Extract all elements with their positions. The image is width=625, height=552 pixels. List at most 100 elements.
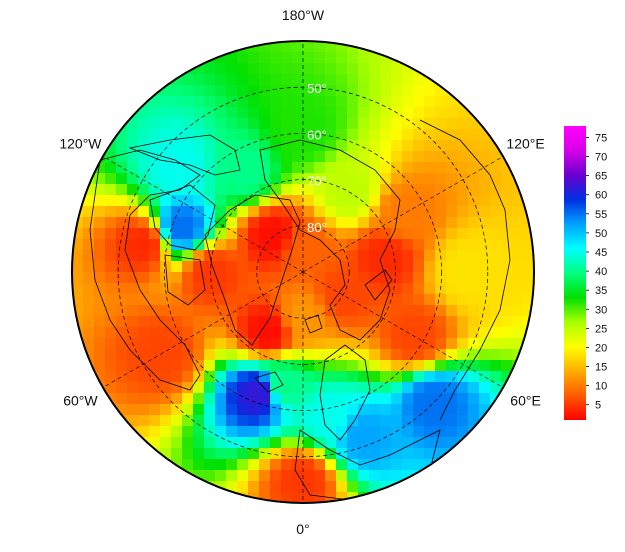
- heatmap-cell: [226, 338, 238, 350]
- heatmap-cell: [468, 327, 480, 339]
- heatmap-cell: [204, 239, 216, 251]
- heatmap-cell: [413, 338, 425, 350]
- heatmap-cell: [116, 305, 128, 317]
- heatmap-cell: [171, 239, 183, 251]
- heatmap-cell: [424, 393, 436, 405]
- heatmap-cell: [193, 272, 205, 284]
- heatmap-cell: [380, 426, 392, 438]
- heatmap-cell: [215, 52, 227, 64]
- heatmap-cell: [292, 415, 304, 427]
- heatmap-cell: [116, 151, 128, 163]
- heatmap-cell: [116, 140, 128, 152]
- heatmap-cell: [314, 63, 326, 75]
- heatmap-cell: [435, 437, 447, 449]
- heatmap-cell: [281, 151, 293, 163]
- heatmap-cell: [347, 437, 359, 449]
- longitude-label: 180°W: [282, 7, 325, 23]
- heatmap-cell: [435, 448, 447, 460]
- heatmap-cell: [369, 426, 381, 438]
- heatmap-cell: [380, 448, 392, 460]
- heatmap-cell: [94, 250, 106, 262]
- heatmap-cell: [259, 129, 271, 141]
- heatmap-cell: [413, 404, 425, 416]
- heatmap-cell: [391, 404, 403, 416]
- heatmap-cell: [127, 173, 139, 185]
- heatmap-cell: [457, 195, 469, 207]
- heatmap-cell: [402, 470, 414, 482]
- heatmap-cell: [380, 96, 392, 108]
- heatmap-cell: [94, 294, 106, 306]
- heatmap-cell: [160, 184, 172, 196]
- heatmap-cell: [336, 63, 348, 75]
- heatmap-cell: [369, 360, 381, 372]
- heatmap-cell: [369, 239, 381, 251]
- coastline-svalbard: [304, 314, 323, 334]
- heatmap-cell: [226, 206, 238, 218]
- heatmap-cell: [369, 63, 381, 75]
- heatmap-cell: [358, 459, 370, 471]
- heatmap-cell: [512, 305, 524, 317]
- heatmap-cell: [248, 239, 260, 251]
- heatmap-cell: [523, 184, 534, 196]
- heatmap-cell: [259, 151, 271, 163]
- heatmap-cell: [325, 151, 337, 163]
- heatmap-cell: [127, 327, 139, 339]
- heatmap-cell: [259, 250, 271, 262]
- heatmap-cell: [281, 481, 293, 493]
- heatmap-cell: [457, 151, 469, 163]
- heatmap-cell: [457, 217, 469, 229]
- heatmap-cell: [358, 206, 370, 218]
- heatmap-cell: [193, 184, 205, 196]
- heatmap-cell: [259, 305, 271, 317]
- heatmap-cell: [94, 272, 106, 284]
- heatmap-cell: [127, 316, 139, 328]
- heatmap-cell: [116, 217, 128, 229]
- heatmap-cell: [413, 415, 425, 427]
- heatmap-cell: [215, 140, 227, 152]
- heatmap-cell: [171, 162, 183, 174]
- heatmap-cell: [182, 459, 194, 471]
- heatmap-cell: [226, 140, 238, 152]
- heatmap-cell: [226, 85, 238, 97]
- heatmap-cell: [501, 294, 513, 306]
- heatmap-cell: [303, 151, 315, 163]
- heatmap-cell: [127, 162, 139, 174]
- heatmap-cell: [149, 404, 161, 416]
- heatmap-cell: [468, 239, 480, 251]
- heatmap-cell: [369, 404, 381, 416]
- heatmap-cell: [270, 228, 282, 240]
- heatmap-cell: [424, 206, 436, 218]
- heatmap-cell: [248, 327, 260, 339]
- heatmap-cell: [292, 239, 304, 251]
- heatmap-cell: [314, 404, 326, 416]
- heatmap-cell: [369, 107, 381, 119]
- heatmap-cell: [435, 338, 447, 350]
- heatmap-cell: [292, 217, 304, 229]
- heatmap-cell: [391, 338, 403, 350]
- heatmap-cell: [226, 316, 238, 328]
- heatmap-cell: [226, 151, 238, 163]
- heatmap-cell: [347, 74, 359, 86]
- heatmap-cell: [435, 129, 447, 141]
- heatmap-cell: [292, 250, 304, 262]
- heatmap-cell: [237, 415, 249, 427]
- heatmap-cell: [468, 272, 480, 284]
- heatmap-cell: [237, 118, 249, 130]
- heatmap-cell: [270, 426, 282, 438]
- heatmap-cell: [215, 250, 227, 262]
- heatmap-cell: [182, 96, 194, 108]
- heatmap-cell: [248, 305, 260, 317]
- heatmap-cell: [402, 228, 414, 240]
- heatmap-cell: [138, 415, 150, 427]
- heatmap-cell: [83, 162, 95, 174]
- heatmap-cell: [292, 481, 304, 493]
- heatmap-cell: [325, 118, 337, 130]
- heatmap-cell: [413, 85, 425, 97]
- heatmap-cell: [479, 173, 491, 185]
- heatmap-cell: [281, 96, 293, 108]
- heatmap-cell: [380, 41, 392, 53]
- heatmap-cell: [303, 360, 315, 372]
- heatmap-cell: [336, 305, 348, 317]
- heatmap-cell: [446, 360, 458, 372]
- heatmap-cell: [182, 151, 194, 163]
